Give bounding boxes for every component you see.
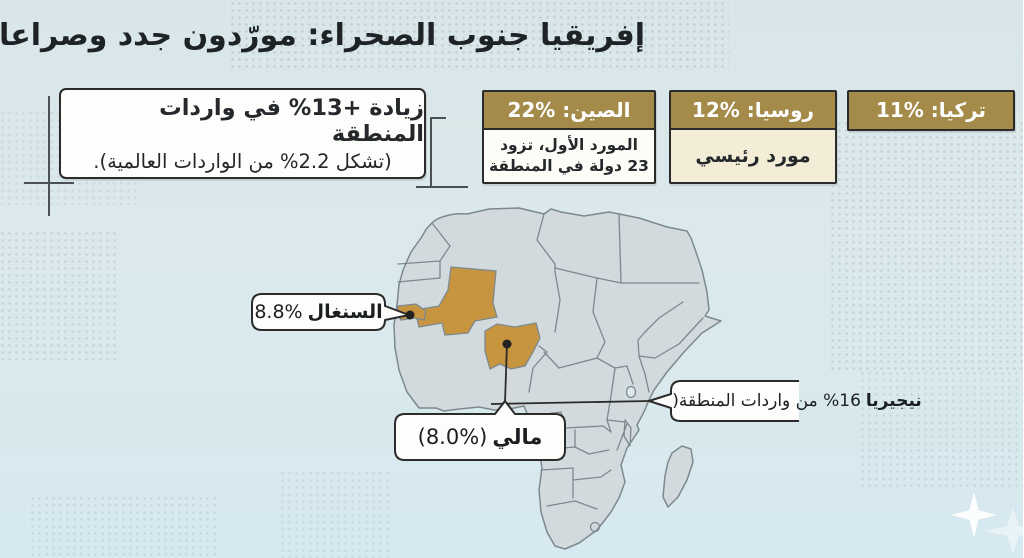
- turkey-header: تركيا: %11: [850, 92, 1014, 129]
- mali-name: مالي: [493, 425, 544, 449]
- mali-label: مالي (8.0%): [396, 414, 566, 460]
- china-detail: المورد الأول، تزود 23 دولة في المنطقة: [485, 128, 655, 182]
- page-title: إفريقيا جنوب الصحراء: مورّدون جدد وصراعا…: [0, 18, 646, 53]
- russia-header: روسيا: %12: [672, 92, 836, 128]
- regional-imports-stat-box: زيادة +13% في واردات المنطقة (تشكل 2.2% …: [60, 88, 427, 179]
- decor-hline-right-bottom: [417, 186, 469, 188]
- nigeria-value: %16 من واردات المنطقة(: [673, 391, 862, 411]
- decor-vline-right: [431, 117, 433, 188]
- mali-value: (8.0%): [418, 425, 489, 449]
- nigeria-bubble: [649, 380, 800, 422]
- senegal-bubble: [252, 293, 411, 331]
- senegal-label: السنغال 8.8%: [253, 294, 386, 330]
- supplier-card-russia: روسيا: %12 مورد رئيسي: [670, 90, 838, 184]
- africa-map: [252, 207, 800, 550]
- nigeria-label: نيجيريا %16 من واردات المنطقة(: [672, 381, 924, 421]
- nigeria-name: نيجيريا: [866, 391, 923, 411]
- nigeria-marker-dot: [503, 339, 513, 349]
- decor-hline-right-top: [431, 117, 447, 119]
- country-borders: [398, 213, 705, 533]
- dot-pattern-right: [830, 120, 1024, 370]
- dot-pattern-bottom-left: [30, 495, 220, 558]
- decor-vline-left: [49, 96, 51, 216]
- stat-global-share-text: (تشكل 2.2% من الواردات العالمية).: [94, 149, 393, 173]
- decor-hline-left: [25, 182, 75, 184]
- country-mali: [415, 266, 499, 336]
- country-nigeria: [485, 322, 542, 370]
- russia-detail: مورد رئيسي: [672, 128, 836, 182]
- stat-increase-text: زيادة +13% في واردات المنطقة: [160, 94, 425, 147]
- mali-bubble: [395, 400, 567, 461]
- dot-pattern-left-mid: [0, 230, 120, 360]
- senegal-name: السنغال: [308, 301, 384, 323]
- madagascar: [663, 445, 695, 508]
- supplier-card-china: الصين: %22 المورد الأول، تزود 23 دولة في…: [483, 90, 657, 184]
- callout-connectors: [491, 343, 651, 405]
- senegal-marker-dot: [406, 310, 416, 320]
- senegal-value: 8.8%: [255, 301, 304, 323]
- supplier-card-turkey: تركيا: %11: [848, 90, 1016, 131]
- callout-bubbles: [252, 293, 800, 461]
- china-header: الصين: %22: [485, 92, 655, 128]
